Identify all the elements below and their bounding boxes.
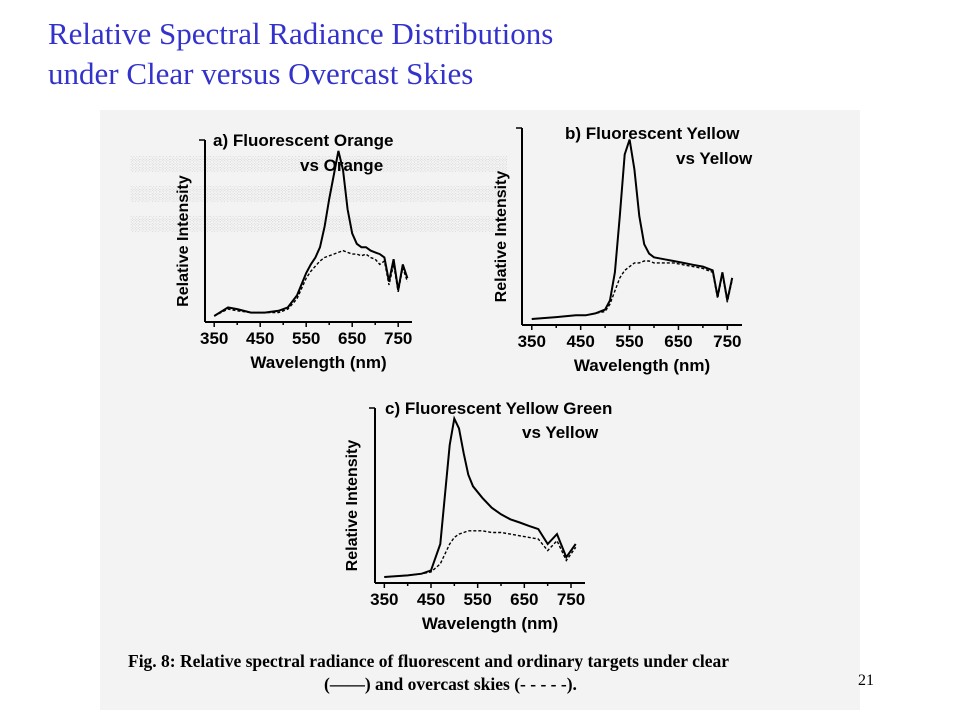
x-tick-label: 450: [246, 329, 274, 348]
x-tick-label: 750: [557, 590, 585, 609]
panel-title-line1: b) Fluorescent Yellow: [565, 124, 740, 143]
figure-caption: Fig. 8: Relative spectral radiance of fl…: [128, 650, 828, 696]
slide-title-line2: under Clear versus Overcast Skies: [48, 56, 474, 91]
x-tick-label: 450: [566, 332, 594, 351]
page-number: 21: [858, 672, 874, 689]
clear-sky-line: [384, 415, 577, 578]
chart-panel-a: 350 450 550 650 750 Wavelength (nm) Relative I…: [175, 131, 412, 372]
x-tick-label: 350: [200, 329, 228, 348]
panel-title-line2: vs Yellow: [676, 149, 753, 168]
y-axis-label: Relative Intensity: [493, 171, 510, 303]
y-axis-label: Relative Intensity: [344, 440, 361, 572]
x-tick-label: 350: [370, 590, 398, 609]
x-tick-label: 350: [518, 332, 546, 351]
scanned-figure: ░░░░░░░░░░░░░░░░░░░░░░░░░░░░░░░░░░░░░░ ░…: [100, 110, 860, 710]
panel-title-line1: a) Fluorescent Orange: [213, 131, 393, 150]
x-tick-label: 650: [510, 590, 538, 609]
x-tick-label: 750: [713, 332, 741, 351]
slide-title-line1: Relative Spectral Radiance Distributions: [48, 16, 554, 51]
x-tick-label: 650: [664, 332, 692, 351]
x-tick-label: 450: [417, 590, 445, 609]
x-axis-label: Wavelength (nm): [574, 356, 710, 375]
bleed-through-texture: ░░░░░░░░░░░░░░░░░░░░░░░░░░░░░░░░░░░░░░: [130, 185, 507, 201]
overcast-sky-line: [531, 260, 733, 320]
panel-title-line1: c) Fluorescent Yellow Green: [385, 399, 612, 418]
overcast-sky-line: [213, 249, 409, 317]
x-tick-label: 550: [615, 332, 643, 351]
x-axis-label: Wavelength (nm): [422, 614, 558, 633]
bleed-through-texture: ░░░░░░░░░░░░░░░░░░░░░░░░░░░░░░░░░░░░░░: [130, 215, 507, 231]
x-tick-label: 650: [338, 329, 366, 348]
x-tick-label: 750: [384, 329, 412, 348]
x-tick-label: 550: [463, 590, 491, 609]
slide-title: Relative Spectral Radiance Distributions…: [48, 14, 908, 94]
clear-sky-line: [213, 150, 409, 317]
x-axis-label: Wavelength (nm): [250, 353, 386, 372]
overcast-sky-line: [384, 530, 577, 578]
caption-line2: (——) and overcast skies (- - - - -).: [324, 674, 577, 694]
caption-line1: Fig. 8: Relative spectral radiance of fl…: [128, 651, 730, 671]
x-tick-label: 550: [292, 329, 320, 348]
chart-panel-c: 350 450 550 650 750 Wavelength (nm) Relative I…: [344, 399, 612, 633]
y-axis-label: Relative Intensity: [175, 175, 192, 307]
panel-title-line2: vs Yellow: [522, 423, 599, 442]
bleed-through-texture: ░░░░░░░░░░░░░░░░░░░░░░░░░░░░░░░░░░░░░░: [130, 155, 507, 171]
